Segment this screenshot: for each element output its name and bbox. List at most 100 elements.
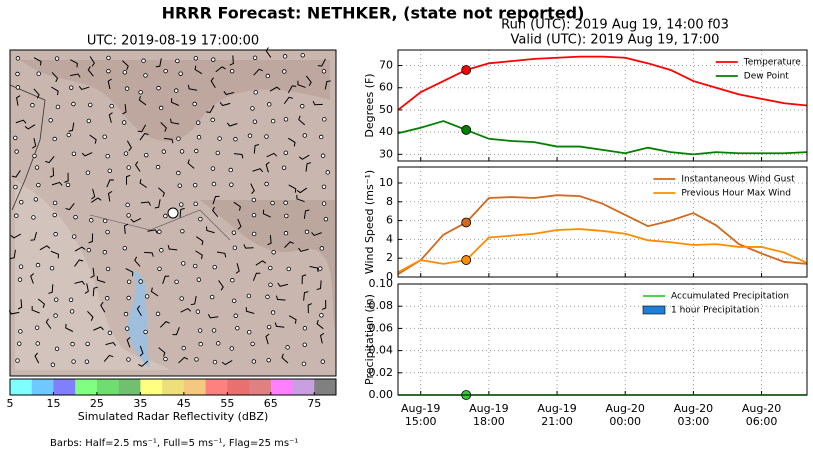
station-calm <box>52 212 57 218</box>
wind-barb <box>195 250 203 260</box>
station-calm <box>197 328 203 333</box>
wind-barb <box>32 138 37 149</box>
figure-title: HRRR Forecast: NETHKER, (state not repor… <box>162 4 585 23</box>
station-calm <box>71 359 76 364</box>
station-calm <box>53 297 59 302</box>
colorbar-cell <box>10 379 33 395</box>
station-calm <box>175 58 180 64</box>
station-calm <box>178 71 183 76</box>
station-calm <box>72 234 77 239</box>
colorbar-cell <box>227 379 250 395</box>
wind-barb <box>205 226 215 234</box>
station-calm <box>32 153 37 159</box>
wind-barb <box>49 167 55 178</box>
station-calm <box>211 57 216 62</box>
y-axis-label: Precipitation (in) <box>363 294 376 385</box>
station-calm <box>267 102 272 107</box>
wind-barb <box>305 162 312 172</box>
station-calm <box>144 152 149 158</box>
station-calm <box>318 134 324 140</box>
station-calm <box>251 212 257 218</box>
station-calm <box>53 232 58 237</box>
station-calm <box>66 132 71 138</box>
wind-barb <box>105 341 117 347</box>
wind-barb <box>296 194 305 203</box>
wind-barb <box>288 184 297 193</box>
wind-barb <box>137 124 147 133</box>
station-calm <box>105 229 110 235</box>
station-calm <box>18 329 23 334</box>
station-calm <box>124 86 130 91</box>
x-tick-label: Aug-20 03:00 <box>674 402 713 428</box>
station-calm <box>193 56 199 61</box>
panel-frame <box>397 166 808 278</box>
station-calm <box>109 103 114 109</box>
wind-barb <box>162 275 170 285</box>
station-calm <box>155 311 161 317</box>
station-calm <box>230 278 235 283</box>
station-calm <box>283 231 289 236</box>
legend-label: Accumulated Precipitation <box>671 292 789 302</box>
station-calm <box>271 250 276 255</box>
wind-barb <box>39 245 51 251</box>
wind-barb <box>90 197 102 203</box>
station-calm <box>247 329 252 335</box>
map-frame <box>9 49 337 377</box>
wind-barb <box>223 90 235 96</box>
station-calm <box>138 90 143 95</box>
station-calm <box>233 137 238 142</box>
station-calm <box>181 345 186 351</box>
wind-barb <box>274 322 285 328</box>
station-calm <box>105 153 110 159</box>
wind-barb <box>88 233 94 244</box>
wind-barb <box>87 66 94 77</box>
wind-barb <box>212 206 219 217</box>
station-calm <box>302 326 308 331</box>
wind-barb <box>187 159 195 169</box>
wind-barb <box>51 181 63 186</box>
station-calm <box>163 356 168 362</box>
terrain <box>200 200 335 330</box>
wind-barb <box>321 299 327 310</box>
wind-barb <box>16 95 21 106</box>
station-calm <box>19 199 24 205</box>
panel-frame <box>397 49 808 162</box>
station-calm <box>123 151 129 156</box>
wind-barb <box>252 272 261 281</box>
y-tick-label: 0.10 <box>369 277 394 290</box>
wind-barb <box>163 137 174 144</box>
y-tick-label: 0.04 <box>369 344 394 357</box>
station-calm <box>34 165 40 170</box>
station-calm <box>320 153 326 158</box>
wind-barb <box>147 229 158 234</box>
station-calm <box>122 245 128 251</box>
wind-barb <box>180 307 192 313</box>
station-calm <box>215 150 220 156</box>
station-calm <box>157 266 162 271</box>
wind-barb <box>139 178 147 188</box>
wind-barb <box>31 306 40 314</box>
station-calm <box>126 165 131 170</box>
wind-barb <box>305 75 312 87</box>
y-tick-label: 60 <box>379 81 393 94</box>
station-calm <box>264 134 269 139</box>
wind-barb <box>68 122 75 132</box>
wind-barb <box>194 65 203 75</box>
wind-barb <box>70 73 81 78</box>
lake <box>127 270 150 368</box>
station-calm <box>17 341 22 346</box>
station-calm <box>17 277 23 282</box>
wind-barb <box>70 59 78 68</box>
wind-barb <box>74 246 86 252</box>
station-calm <box>252 119 258 124</box>
legend-swatch <box>642 305 666 315</box>
wind-barb <box>277 282 288 287</box>
station-calm <box>283 117 289 122</box>
station-calm <box>65 182 71 188</box>
station-calm <box>124 326 130 331</box>
wind-barb <box>51 86 59 96</box>
colorbar-cell <box>249 379 272 395</box>
wind-barb <box>134 161 141 172</box>
wind-barb <box>90 267 95 279</box>
